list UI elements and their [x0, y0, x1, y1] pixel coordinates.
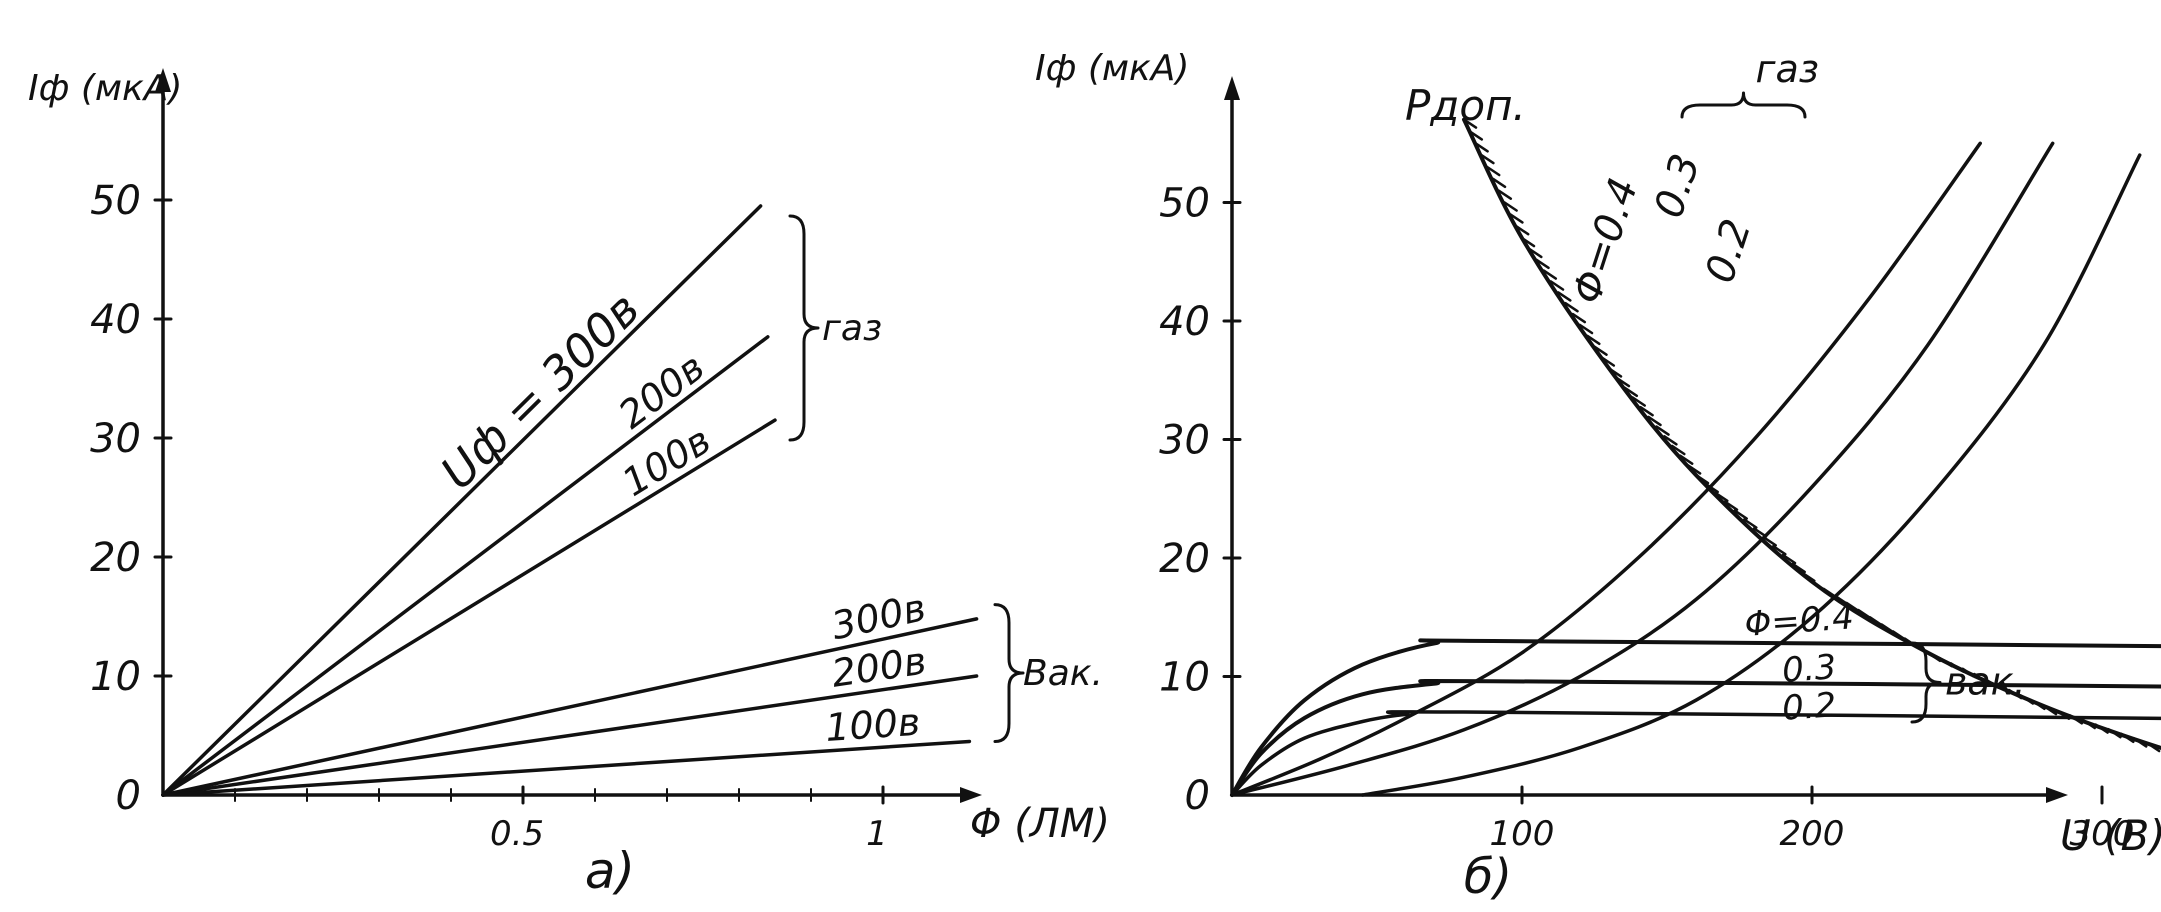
b-y-axis-label: Iф (мкА) — [1035, 48, 1189, 89]
a-series-label: 100в — [824, 700, 922, 750]
b-series-label: 0.3 — [1781, 647, 1838, 691]
a-x-arrow — [960, 787, 982, 803]
b-brace-vac-label: вак. — [1945, 660, 2026, 704]
b-series-line — [1230, 141, 2055, 797]
a-series-line — [161, 204, 763, 797]
b-boundary-hatching — [1462, 118, 2161, 753]
b-y-tick-label: 10 — [1159, 655, 1210, 701]
b-series-line — [1230, 141, 1982, 797]
a-x-tick-label: 0.5 — [490, 814, 544, 854]
b-series-line — [1360, 153, 2142, 797]
b-series-label: 0.2 — [1697, 214, 1760, 289]
b-brace-gas-label: газ — [1756, 47, 1819, 91]
b-y-tick-label: 50 — [1159, 181, 1210, 227]
a-y-axis-label: Iф (мкА) — [28, 68, 182, 109]
b-series-label: 0.2 — [1781, 685, 1838, 729]
a-series-line — [161, 418, 777, 797]
a-series-line — [161, 674, 979, 797]
a-y-tick-label: 10 — [90, 654, 141, 700]
a-y-tick-label: 0 — [116, 773, 141, 819]
a-series-line — [161, 335, 770, 797]
b-y-tick-label: 20 — [1159, 536, 1210, 582]
a-brace-gas-label: газ — [822, 308, 882, 349]
b-panel-label: б) — [1464, 849, 1512, 905]
b-series-line — [1230, 710, 2161, 797]
b-boundary-line — [1462, 117, 2161, 750]
a-panel-label: а) — [585, 842, 635, 900]
b-series-label: 0.3 — [1646, 149, 1709, 224]
a-y-tick-label: 30 — [90, 416, 141, 462]
a-series-line — [161, 617, 979, 797]
b-series-label: Φ=0.4 — [1564, 173, 1647, 310]
a-y-tick-label: 40 — [90, 297, 141, 343]
b-y-arrow — [1224, 76, 1240, 100]
b-series-line — [1230, 679, 2161, 797]
b-x-arrow — [2046, 787, 2068, 803]
b-y-tick-label: 30 — [1159, 418, 1210, 464]
a-brace-vac-label: Вак. — [1023, 653, 1103, 694]
b-series-line — [1230, 638, 2161, 797]
a-y-arrow — [155, 68, 171, 92]
a-y-tick-label: 50 — [90, 178, 141, 224]
a-x-axis-label: Φ (ЛМ) — [970, 801, 1110, 847]
b-y-tick-label: 40 — [1159, 299, 1210, 345]
a-brace-vac — [993, 603, 1025, 743]
a-series-label: 100в — [615, 418, 719, 505]
b-brace-gas — [1680, 91, 1807, 119]
b-x-tick-label: 300 — [2070, 814, 2135, 854]
b-boundary-label: Pдоп. — [1405, 81, 1526, 130]
b-y-tick-label: 0 — [1185, 773, 1210, 819]
b-x-axis-label: U (В) — [2060, 811, 2161, 860]
b-brace-vac — [1910, 641, 1942, 724]
b-x-tick-label: 200 — [1780, 814, 1845, 854]
a-brace-gas — [788, 214, 820, 442]
a-y-tick-label: 20 — [90, 535, 141, 581]
a-x-tick-label: 1 — [866, 814, 888, 854]
b-series-label: Φ=0.4 — [1743, 597, 1855, 645]
a-series-line — [161, 739, 972, 797]
b-x-tick-label: 100 — [1490, 814, 1555, 854]
